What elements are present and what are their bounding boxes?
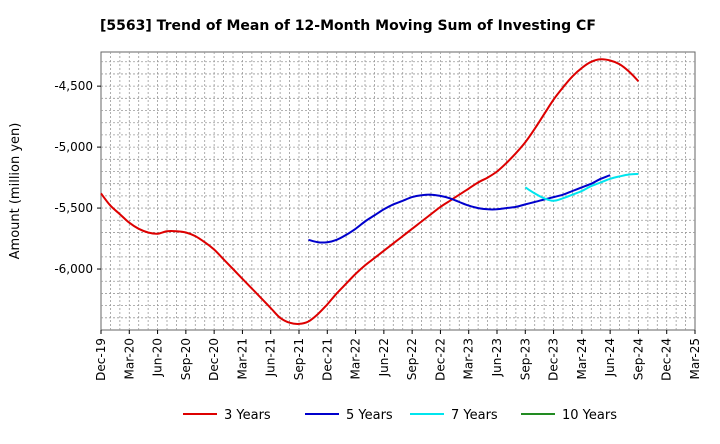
x-tick-label: Dec-20 — [207, 338, 221, 381]
x-axis-ticks: Dec-19 Mar-20 Jun-20 Sep-20 Dec-20 Mar-21 Jun-… — [94, 330, 702, 381]
x-tick-label: Sep-20 — [179, 338, 193, 380]
x-tick-label: Jun-22 — [377, 338, 391, 377]
legend: 3 Years 5 Years 7 Years 10 Years — [183, 408, 617, 423]
legend-label: 5 Years — [346, 408, 393, 423]
x-tick-label: Jun-24 — [603, 338, 617, 377]
legend-item-5-years: 5 Years — [305, 408, 393, 423]
x-tick-label: Mar-22 — [349, 338, 363, 379]
series-line-3-years — [100, 58, 640, 325]
x-tick-label: Dec-23 — [547, 338, 561, 381]
x-tick-label: Sep-22 — [405, 338, 419, 380]
x-tick-label: Mar-20 — [122, 338, 136, 379]
y-tick-label: -4,500 — [54, 79, 93, 93]
series-line-5-years — [308, 174, 611, 244]
chart-title: [5563] Trend of Mean of 12-Month Moving … — [100, 18, 596, 34]
x-tick-label: Dec-24 — [660, 338, 674, 381]
x-tick-label: Jun-21 — [264, 338, 278, 377]
plot-area — [100, 51, 696, 331]
x-tick-label: Dec-22 — [433, 338, 447, 381]
x-tick-label: Jun-20 — [151, 338, 165, 377]
legend-label: 3 Years — [224, 408, 271, 423]
y-tick-label: -6,000 — [54, 262, 93, 276]
x-tick-label: Sep-23 — [518, 338, 532, 380]
grid-lines — [101, 52, 695, 330]
series-lines — [100, 58, 640, 325]
legend-item-10-years: 10 Years — [521, 408, 617, 423]
legend-item-3-years: 3 Years — [183, 408, 271, 423]
y-axis-label: Amount (million yen) — [8, 123, 23, 260]
legend-item-7-years: 7 Years — [410, 408, 498, 423]
x-tick-label: Sep-24 — [631, 338, 645, 380]
x-tick-label: Mar-21 — [235, 338, 249, 379]
x-tick-label: Sep-21 — [292, 338, 306, 380]
x-tick-label: Jun-23 — [490, 338, 504, 377]
x-tick-label: Mar-24 — [575, 338, 589, 379]
legend-label: 7 Years — [451, 408, 498, 423]
series-line-7-years — [524, 172, 639, 202]
y-tick-label: -5,000 — [54, 140, 93, 154]
legend-label: 10 Years — [562, 408, 617, 423]
x-tick-label: Mar-25 — [688, 338, 702, 379]
y-axis-ticks: -4,500 -5,000 -5,500 -6,000 — [54, 79, 101, 276]
y-tick-label: -5,500 — [54, 201, 93, 215]
x-tick-label: Dec-19 — [94, 338, 108, 381]
x-tick-label: Mar-23 — [462, 338, 476, 379]
x-tick-label: Dec-21 — [320, 338, 334, 381]
